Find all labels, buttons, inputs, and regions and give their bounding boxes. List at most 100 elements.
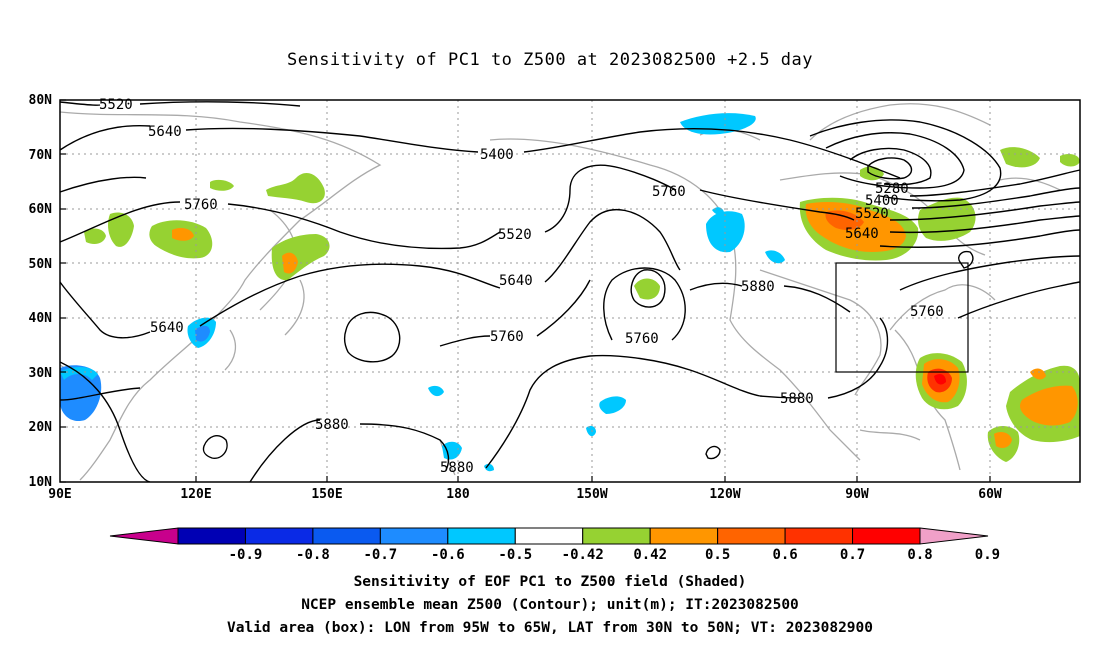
colorbar-tick-label: -0.6 — [431, 547, 465, 563]
lat-label: 60N — [29, 202, 53, 217]
contour-label: 5520 — [855, 206, 889, 222]
sensitivity-shading — [60, 113, 1080, 472]
shade-negative — [706, 211, 745, 253]
contour-label: 5880 — [780, 391, 814, 407]
contour-label: 5640 — [148, 124, 182, 140]
contour-label: 5880 — [315, 417, 349, 433]
lat-label: 10N — [29, 475, 53, 490]
shade-positive — [994, 432, 1012, 448]
colorbar: -0.9 -0.8 -0.7 -0.6 -0.5 -0.42 0.42 0.5 0.6 0.7 0.… — [109, 527, 1000, 563]
colorbar-swatch — [852, 527, 921, 545]
colorbar-swatch — [177, 527, 246, 545]
lon-label: 90E — [48, 487, 71, 502]
colorbar-swatch — [649, 527, 719, 545]
contour-label: 5760 — [184, 197, 218, 213]
contour-label: 5640 — [499, 273, 533, 289]
map-title: Sensitivity of PC1 to Z500 at 2023082500… — [286, 50, 813, 70]
colorbar-max-triangle — [919, 527, 989, 545]
colorbar-tick-label: -0.7 — [364, 547, 398, 563]
shade-negative — [599, 396, 626, 414]
colorbar-tick-label: 0.9 — [975, 547, 1000, 563]
colorbar-tick-label: 0.6 — [772, 547, 797, 563]
lon-labels: 90E 120E 150E 180 150W 120W 90W 60W — [48, 487, 1002, 502]
colorbar-swatch — [582, 527, 651, 545]
shade-negative — [428, 385, 444, 397]
shade-positive — [172, 228, 194, 241]
shade-negative — [484, 463, 494, 472]
shade-positive — [1060, 154, 1080, 167]
shade-positive — [271, 234, 330, 281]
contour-label: 5640 — [150, 320, 184, 336]
shade-negative — [60, 365, 102, 422]
lon-label: 150W — [576, 487, 607, 502]
graticule — [60, 100, 1080, 482]
lat-labels: 80N 70N 60N 50N 40N 30N 20N 10N — [29, 93, 53, 490]
coastlines — [59, 103, 1061, 481]
lon-label: 120E — [180, 487, 211, 502]
colorbar-swatch — [514, 527, 584, 545]
lon-label: 60W — [978, 487, 1002, 502]
colorbar-min-triangle — [109, 527, 179, 545]
colorbar-swatch — [379, 527, 449, 545]
shade-positive — [634, 278, 660, 300]
colorbar-swatch — [244, 527, 314, 545]
tick-marks — [60, 99, 991, 483]
map-frame — [59, 99, 1081, 483]
caption-line-2: NCEP ensemble mean Z500 (Contour); unit(… — [301, 597, 799, 613]
colorbar-tick-label: -0.5 — [498, 547, 532, 563]
colorbar-tick-label: 0.5 — [705, 547, 730, 563]
lat-label: 70N — [29, 148, 53, 163]
contour-label: 5880 — [440, 460, 474, 476]
contour-label: 5880 — [741, 279, 775, 295]
lon-label: 150E — [311, 487, 342, 502]
shade-positive — [108, 212, 134, 247]
lon-label: 120W — [709, 487, 740, 502]
colorbar-tick-label: 0.8 — [907, 547, 932, 563]
colorbar-swatch — [717, 527, 786, 545]
shade-positive — [266, 173, 325, 204]
contour-label: 5760 — [652, 184, 686, 200]
contour-label: 5520 — [498, 227, 532, 243]
colorbar-tick-label: -0.42 — [562, 547, 604, 563]
shade-negative — [442, 441, 462, 460]
contour-label: 5400 — [480, 147, 514, 163]
shade-positive — [1030, 368, 1046, 380]
z500-contours — [59, 101, 1081, 483]
lat-label: 40N — [29, 311, 53, 326]
colorbar-tick-label: 0.7 — [840, 547, 865, 563]
contour-label: 5640 — [845, 226, 879, 242]
colorbar-swatch — [312, 527, 381, 545]
shade-positive — [1000, 147, 1040, 168]
valid-area-box — [835, 262, 969, 373]
contour-label: 5760 — [625, 331, 659, 347]
lon-label: 180 — [446, 487, 470, 502]
caption-line-1: Sensitivity of EOF PC1 to Z500 field (Sh… — [353, 574, 747, 590]
contour-label: 5760 — [490, 329, 524, 345]
lon-label: 90W — [845, 487, 869, 502]
colorbar-swatch — [784, 527, 854, 545]
contour-label: 5520 — [99, 97, 133, 113]
colorbar-tick-label: -0.9 — [229, 547, 263, 563]
shade-negative — [765, 250, 785, 264]
shade-positive — [210, 179, 234, 191]
contour-label: 5400 — [865, 193, 899, 209]
shade-negative — [586, 425, 596, 437]
shade-positive — [934, 374, 946, 385]
colorbar-swatch — [447, 527, 516, 545]
lat-label: 20N — [29, 420, 53, 435]
shade-positive — [1020, 385, 1078, 426]
contour-label: 5280 — [875, 181, 909, 197]
shade-positive — [825, 210, 864, 230]
caption-line-3: Valid area (box): LON from 95W to 65W, L… — [226, 620, 873, 636]
lat-label: 30N — [29, 366, 53, 381]
shade-negative — [195, 325, 210, 342]
contour-label: 5760 — [910, 304, 944, 320]
colorbar-tick-label: 0.42 — [633, 547, 667, 563]
contour-labels: 5520 5640 5760 5400 5520 5760 5640 5280 … — [99, 97, 944, 476]
colorbar-tick-label: -0.8 — [296, 547, 330, 563]
shade-negative — [712, 207, 724, 215]
lat-label: 80N — [29, 93, 53, 108]
lat-label: 50N — [29, 257, 53, 272]
shade-positive — [84, 228, 106, 244]
